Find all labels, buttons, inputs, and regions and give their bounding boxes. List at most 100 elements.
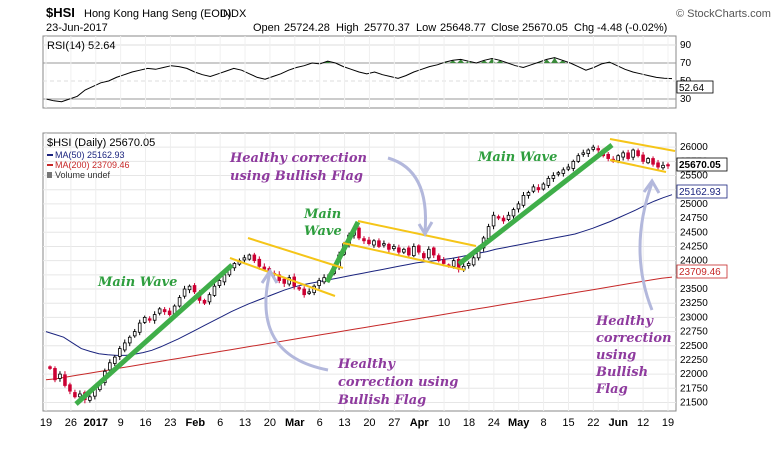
x-tick-label: 9 <box>118 417 124 429</box>
candle <box>108 359 112 372</box>
x-tick-label: 24 <box>488 417 500 429</box>
ma200-value-label: 23709.46 <box>679 267 721 278</box>
candle <box>127 335 132 347</box>
x-axis-labels: 19 26 2017 9 16 23 Feb 6 13 20 Mar 6 13 20 27 Apr 10 18 24… <box>40 417 674 429</box>
candle <box>581 149 586 157</box>
x-tick-label: Feb <box>185 417 205 429</box>
bullish-flag-2 <box>342 220 477 271</box>
candle <box>58 371 62 382</box>
header-name: Hong Kong Hang Seng (EOD) <box>84 8 231 20</box>
rsi-tick-label: 30 <box>680 94 692 105</box>
candle <box>666 162 670 169</box>
candle <box>257 256 262 270</box>
candle <box>113 355 117 367</box>
candle <box>541 182 546 191</box>
candle <box>63 371 67 388</box>
rsi-panel: RSI(14) 52.64 30507090 52.64 <box>42 35 714 109</box>
x-tick-label: 16 <box>139 417 151 429</box>
x-tick-label: 13 <box>239 417 251 429</box>
annotation-main-wave-1: Main Wave <box>97 275 177 290</box>
candle <box>417 244 421 255</box>
x-tick-label: 6 <box>317 417 323 429</box>
candle <box>591 144 596 152</box>
ma50-box <box>676 184 728 199</box>
annotation-corr-right-2: correction <box>596 331 672 346</box>
candle <box>656 159 660 171</box>
annotation-corr-right-5: Flag <box>595 382 628 397</box>
ma50-legend: MA(50) 25162.93 <box>55 150 125 160</box>
candle <box>431 246 436 259</box>
candle <box>377 238 381 249</box>
x-tick-label: 20 <box>363 417 375 429</box>
price-tick-label: 22750 <box>680 327 708 338</box>
annotation-corr-bottom-2: correction using <box>338 375 458 390</box>
candle <box>372 239 376 248</box>
candle <box>506 211 511 222</box>
candle <box>397 244 401 256</box>
candle <box>232 262 237 271</box>
x-tick-label: 15 <box>562 417 574 429</box>
main-wave-3-line <box>457 143 614 266</box>
price-tick-label: 25000 <box>680 199 708 210</box>
candle <box>402 247 406 254</box>
annotation-corr-top-1: Healthy correction <box>229 151 367 166</box>
low-value: 25648.77 <box>440 22 486 34</box>
x-tick-label: Jun <box>608 417 628 429</box>
annotation-corr-right-1: Healthy <box>595 314 654 329</box>
candle <box>207 292 212 305</box>
annotation-corr-right-4: Bullish <box>595 365 648 380</box>
price-tick-label: 25500 <box>680 171 708 182</box>
candle <box>586 148 591 157</box>
x-tick-label: 26 <box>65 417 77 429</box>
candle <box>407 245 411 258</box>
annotation-main-wave-2a: Main <box>303 207 341 222</box>
candle <box>641 152 645 165</box>
high-label: High <box>336 22 359 34</box>
rsi-line <box>45 57 673 103</box>
candle <box>162 307 167 315</box>
header-symbol: $HSI <box>46 5 75 20</box>
candle <box>556 170 561 177</box>
price-tick-label: 23000 <box>680 312 708 323</box>
candle <box>536 184 541 193</box>
chg-value: -4.48 (-0.02%) <box>597 22 667 34</box>
header-date: 23-Jun-2017 <box>46 22 108 34</box>
candle <box>177 295 182 308</box>
candle <box>357 226 361 241</box>
candle <box>661 161 665 170</box>
x-tick-label: 8 <box>541 417 547 429</box>
arrow-right <box>638 182 654 311</box>
last-close-box <box>676 157 728 172</box>
candle <box>182 285 187 299</box>
candle <box>247 253 252 261</box>
price-tick-label: 24750 <box>680 213 708 224</box>
rsi-legend: RSI(14) 52.64 <box>47 40 115 52</box>
candle <box>117 345 122 360</box>
candle <box>157 307 162 316</box>
price-legend: $HSI (Daily) 25670.05 <box>47 137 155 149</box>
candle <box>561 167 566 177</box>
candle <box>48 365 52 370</box>
candle <box>217 278 222 288</box>
candle <box>606 152 610 162</box>
candle <box>576 153 581 163</box>
header-source: © StockCharts.com <box>676 8 771 20</box>
candle <box>192 283 197 295</box>
candle <box>297 285 301 292</box>
candle <box>142 315 147 324</box>
open-value: 25724.28 <box>284 22 330 34</box>
rsi-tick-label: 90 <box>680 40 692 51</box>
candle <box>521 192 526 208</box>
candle <box>646 157 650 165</box>
x-tick-label: 6 <box>217 417 223 429</box>
price-tick-label: 21500 <box>680 397 708 408</box>
candle <box>362 236 366 244</box>
candle <box>387 242 391 253</box>
candle <box>88 394 92 403</box>
x-tick-label: 10 <box>438 417 450 429</box>
open-label: Open <box>253 22 280 34</box>
price-tick-label: 23250 <box>680 298 708 309</box>
price-tick-label: 21750 <box>680 383 708 394</box>
ma50-value-label: 25162.93 <box>679 187 721 198</box>
candle <box>367 236 371 246</box>
